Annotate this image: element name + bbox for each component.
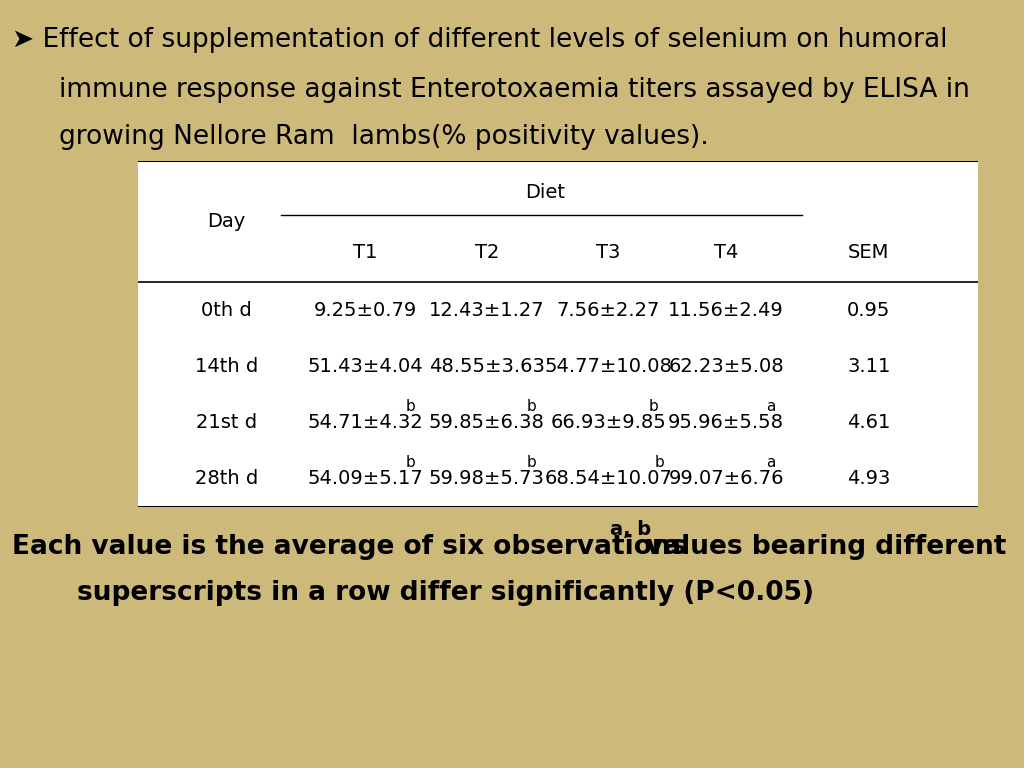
Text: 4.93: 4.93 bbox=[847, 469, 891, 488]
Text: 4.61: 4.61 bbox=[847, 412, 891, 432]
Text: T2: T2 bbox=[474, 243, 499, 263]
Text: 95.96±5.58: 95.96±5.58 bbox=[668, 412, 784, 432]
Text: 54.71±4.32: 54.71±4.32 bbox=[307, 412, 423, 432]
Text: 3.11: 3.11 bbox=[847, 356, 891, 376]
Text: 59.98±5.73: 59.98±5.73 bbox=[429, 469, 545, 488]
Text: 66.93±9.85: 66.93±9.85 bbox=[551, 412, 667, 432]
Text: SEM: SEM bbox=[848, 243, 890, 263]
Text: b: b bbox=[527, 399, 537, 413]
Text: Each value is the average of six observations: Each value is the average of six observa… bbox=[12, 534, 695, 560]
Text: 0th d: 0th d bbox=[201, 301, 252, 319]
Text: 28th d: 28th d bbox=[195, 469, 258, 488]
Text: Day: Day bbox=[207, 212, 246, 231]
Text: 51.43±4.04: 51.43±4.04 bbox=[307, 356, 423, 376]
Text: values bearing different: values bearing different bbox=[646, 534, 1007, 560]
Text: 62.23±5.08: 62.23±5.08 bbox=[669, 356, 783, 376]
Text: 21st d: 21st d bbox=[196, 412, 257, 432]
Text: superscripts in a row differ significantly (P<0.05): superscripts in a row differ significant… bbox=[77, 580, 814, 606]
Text: 0.95: 0.95 bbox=[847, 301, 891, 319]
Text: 99.07±6.76: 99.07±6.76 bbox=[669, 469, 783, 488]
Text: 12.43±1.27: 12.43±1.27 bbox=[429, 301, 545, 319]
Text: b: b bbox=[654, 455, 665, 470]
Text: b: b bbox=[406, 399, 415, 413]
Text: b: b bbox=[527, 455, 537, 470]
Text: a: a bbox=[766, 455, 776, 470]
Text: 59.85±6.38: 59.85±6.38 bbox=[429, 412, 545, 432]
Text: 7.56±2.27: 7.56±2.27 bbox=[557, 301, 660, 319]
Text: b: b bbox=[406, 455, 415, 470]
Text: 11.56±2.49: 11.56±2.49 bbox=[668, 301, 784, 319]
Text: growing Nellore Ram  lambs(% positivity values).: growing Nellore Ram lambs(% positivity v… bbox=[59, 124, 710, 151]
Text: Diet: Diet bbox=[525, 183, 565, 202]
Text: ➤ Effect of supplementation of different levels of selenium on humoral: ➤ Effect of supplementation of different… bbox=[12, 27, 948, 53]
Text: 54.77±10.08: 54.77±10.08 bbox=[545, 356, 673, 376]
Text: 48.55±3.63: 48.55±3.63 bbox=[429, 356, 545, 376]
Text: 68.54±10.07: 68.54±10.07 bbox=[545, 469, 673, 488]
Text: T1: T1 bbox=[352, 243, 377, 263]
Text: immune response against Enterotoxaemia titers assayed by ELISA in: immune response against Enterotoxaemia t… bbox=[59, 77, 971, 103]
Text: 14th d: 14th d bbox=[195, 356, 258, 376]
Text: T4: T4 bbox=[714, 243, 738, 263]
Text: a, b: a, b bbox=[610, 520, 651, 539]
Text: 54.09±5.17: 54.09±5.17 bbox=[307, 469, 423, 488]
Text: T3: T3 bbox=[596, 243, 621, 263]
Text: a: a bbox=[766, 399, 776, 413]
Text: 9.25±0.79: 9.25±0.79 bbox=[313, 301, 417, 319]
Text: b: b bbox=[649, 399, 658, 413]
